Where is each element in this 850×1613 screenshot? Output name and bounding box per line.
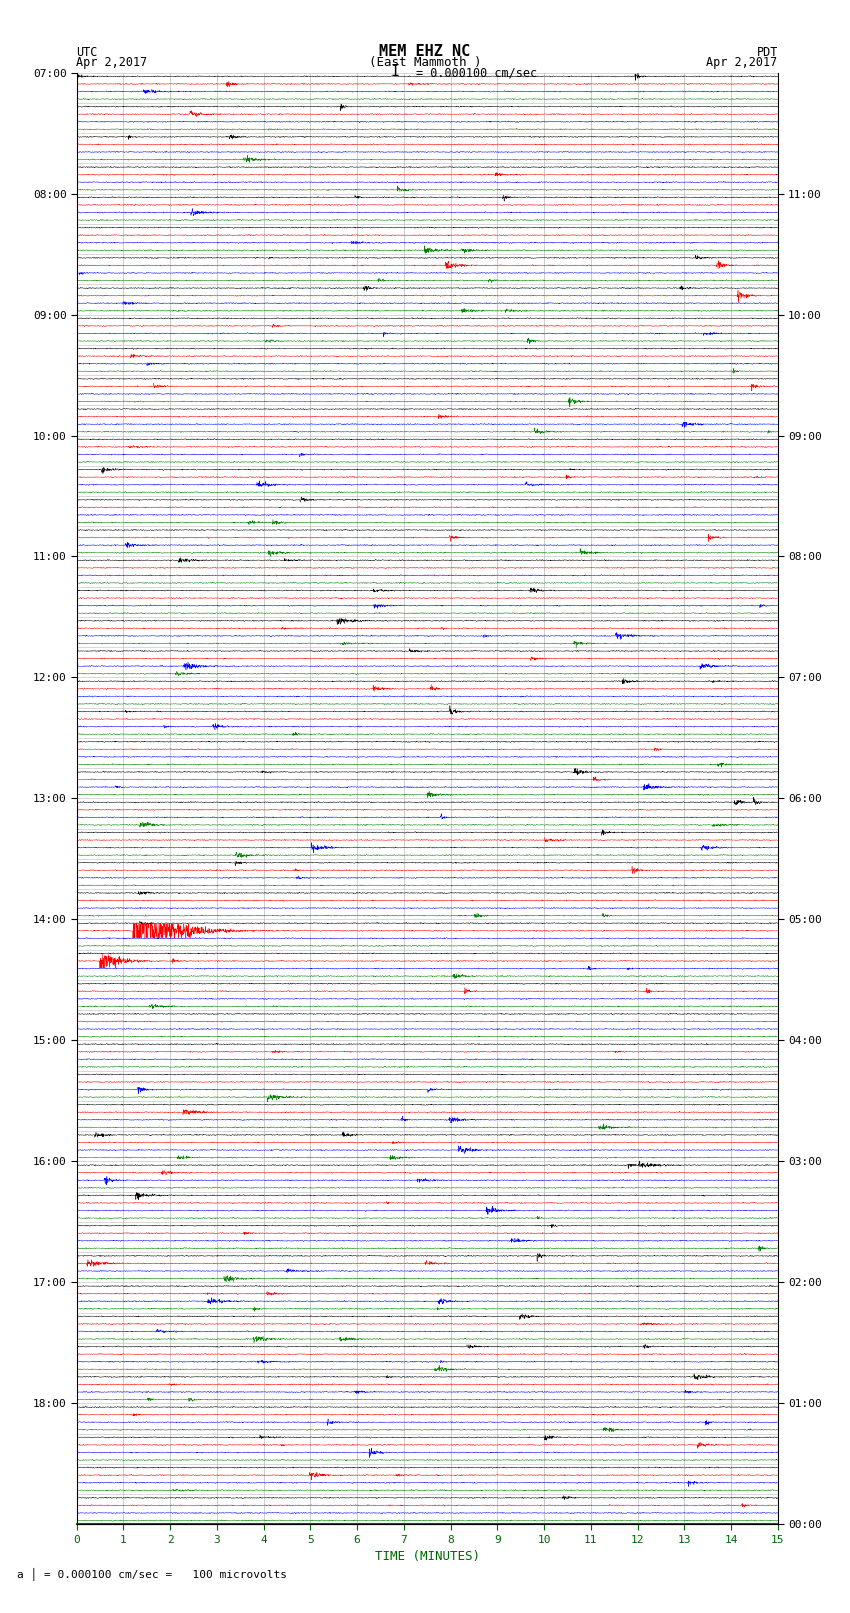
- Text: UTC: UTC: [76, 45, 98, 58]
- Text: (East Mammoth ): (East Mammoth ): [369, 56, 481, 69]
- Text: = 0.000100 cm/sec: = 0.000100 cm/sec: [416, 66, 537, 79]
- X-axis label: TIME (MINUTES): TIME (MINUTES): [375, 1550, 479, 1563]
- Text: PDT: PDT: [756, 45, 778, 58]
- Text: MEM EHZ NC: MEM EHZ NC: [379, 44, 471, 58]
- Text: Apr 2,2017: Apr 2,2017: [76, 56, 148, 69]
- Text: I: I: [391, 65, 399, 79]
- Text: Apr 2,2017: Apr 2,2017: [706, 56, 778, 69]
- Text: a │ = 0.000100 cm/sec =   100 microvolts: a │ = 0.000100 cm/sec = 100 microvolts: [17, 1568, 287, 1581]
